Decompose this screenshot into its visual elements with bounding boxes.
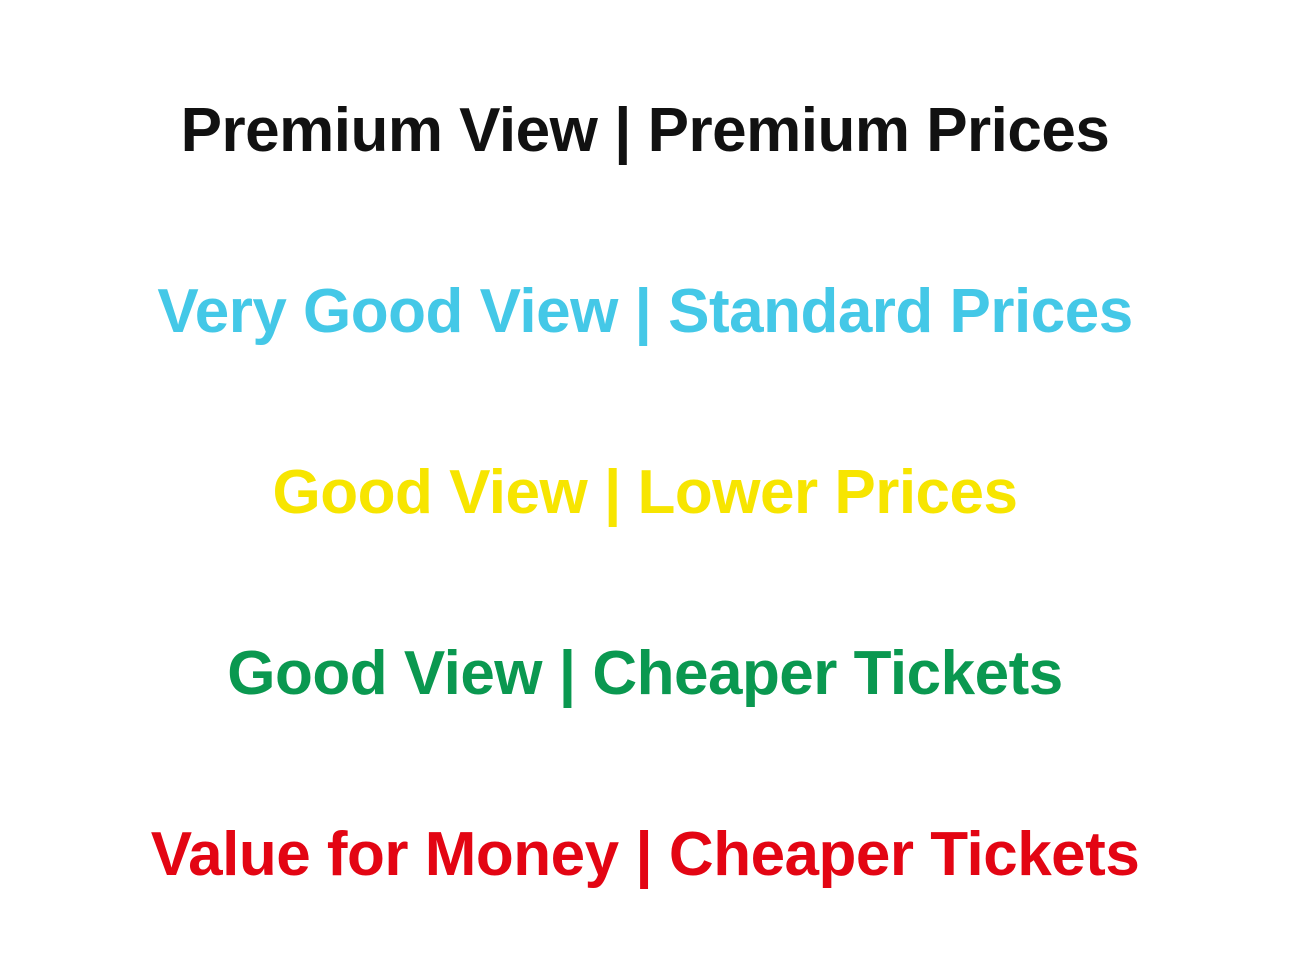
tier-value: Value for Money | Cheaper Tickets [151,819,1140,890]
tier-premium: Premium View | Premium Prices [181,95,1110,166]
tier-very-good: Very Good View | Standard Prices [157,276,1132,347]
tier-good-lower: Good View | Lower Prices [273,457,1018,528]
tier-good-cheaper: Good View | Cheaper Tickets [227,638,1062,709]
